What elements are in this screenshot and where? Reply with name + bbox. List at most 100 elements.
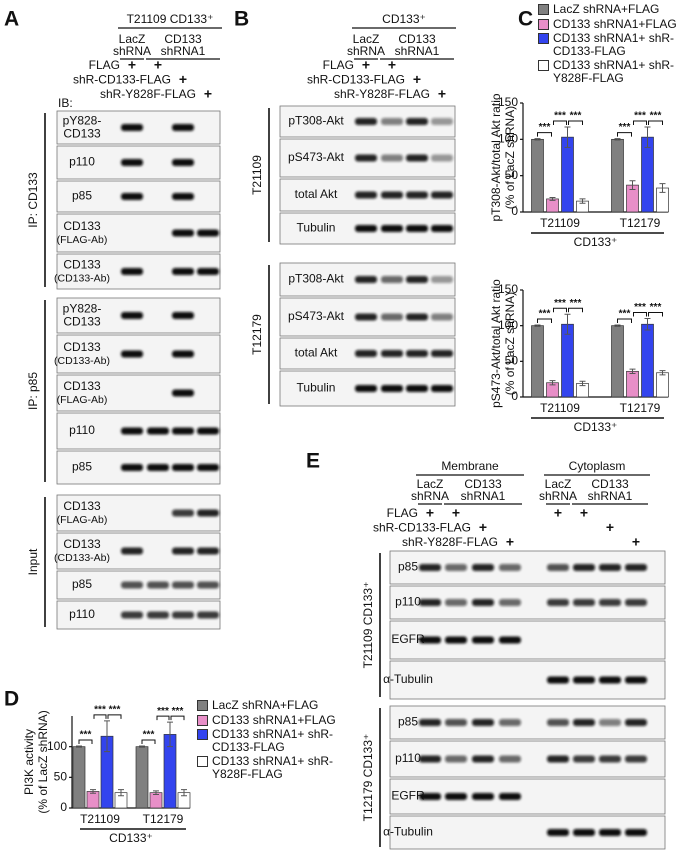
blot-band <box>197 547 219 555</box>
blot-band <box>147 611 169 619</box>
significance-bracket <box>568 120 583 125</box>
blot-label: p110 <box>69 607 95 621</box>
significance-bracket <box>633 312 647 317</box>
error-bar <box>614 138 621 141</box>
significance-label: *** <box>619 122 631 133</box>
condition-mark: + <box>426 505 434 521</box>
legend-label: LacZ shRNA+FLAG <box>553 2 660 16</box>
blot-band <box>406 350 428 357</box>
blot-band <box>381 276 403 283</box>
blot-label: p110 <box>69 155 95 169</box>
blot-label: EGFR <box>391 632 425 646</box>
condition-label: FLAG <box>323 58 354 72</box>
blot-band <box>499 755 521 763</box>
group-label: CD133⁺ <box>109 831 153 845</box>
y-tick-label: 100 <box>498 318 518 332</box>
blot-band <box>121 611 143 619</box>
y-tick-label: 0 <box>60 800 67 814</box>
blot-band <box>431 350 453 357</box>
error-bar <box>153 790 159 796</box>
blot-band <box>445 719 467 726</box>
blot-band <box>431 118 453 125</box>
significance-label: *** <box>94 705 106 716</box>
bar <box>641 323 654 398</box>
group-label: shRNA <box>347 44 385 58</box>
blot-band <box>172 229 194 237</box>
y-tick-label: 100 <box>498 132 518 146</box>
significance-bracket <box>156 715 170 721</box>
blot-label: pS473-Akt <box>288 150 345 164</box>
blot-band <box>419 636 441 644</box>
error-bar <box>90 789 96 794</box>
section-label: T21109 CD133⁺ <box>361 582 375 669</box>
legend-swatch <box>197 729 208 740</box>
bar <box>641 136 654 213</box>
blot-band <box>121 312 143 319</box>
significance-bracket <box>141 739 156 745</box>
bar <box>656 372 669 398</box>
blot-band <box>547 676 569 684</box>
blot-band <box>573 676 595 684</box>
blot-band <box>472 599 494 606</box>
error-bar <box>139 745 145 748</box>
condition-mark: + <box>179 71 187 87</box>
blot-band <box>625 676 647 684</box>
blot-band <box>172 312 194 319</box>
group-label: CD133 <box>591 477 629 491</box>
error-bar <box>629 180 636 190</box>
significance-bracket <box>170 715 185 721</box>
blot-band <box>472 636 494 644</box>
bar <box>561 136 574 213</box>
y-tick-label: 100 <box>47 739 67 753</box>
blot-band <box>172 611 194 619</box>
blot-band <box>381 191 403 199</box>
blot-band <box>599 829 621 836</box>
blot-band <box>197 229 219 237</box>
blot-band <box>445 793 467 800</box>
significance-label: *** <box>634 111 646 122</box>
blot-band <box>419 564 441 571</box>
error-bar <box>118 789 124 797</box>
blot-label: CD133 <box>63 537 101 551</box>
blot-band <box>419 755 441 763</box>
significance-label: *** <box>109 705 121 716</box>
group-label: CD133 <box>464 477 502 491</box>
blot-band <box>197 581 219 589</box>
blot-band <box>355 191 377 199</box>
blot-band <box>355 225 377 232</box>
bar <box>546 198 559 213</box>
blot-label: p110 <box>395 595 421 609</box>
error-bar <box>579 198 586 204</box>
y-tick-label: 50 <box>505 354 519 368</box>
significance-label: *** <box>650 111 662 122</box>
blot-band <box>431 313 453 321</box>
blot-band <box>472 564 494 571</box>
blot-band <box>547 829 569 836</box>
header-label: CD133⁺ <box>382 12 426 26</box>
blot-band <box>625 829 647 836</box>
condition-mark: + <box>606 519 614 535</box>
blot-band <box>172 509 194 517</box>
significance-label: *** <box>634 302 646 313</box>
condition-mark: + <box>632 534 640 550</box>
blot-label-sub: CD133 <box>63 315 101 329</box>
blot-band <box>406 313 428 321</box>
blot-band <box>172 193 194 200</box>
blot-band <box>573 599 595 606</box>
blot-label-sub: (CD133-Ab) <box>54 355 110 367</box>
blot-band <box>445 636 467 644</box>
blot-label: p85 <box>72 460 92 474</box>
blot-band <box>381 385 403 392</box>
blot-band <box>599 676 621 684</box>
blot-band <box>172 581 194 589</box>
significance-label: *** <box>143 730 155 741</box>
bar <box>561 323 574 398</box>
blot-label: Tubulin <box>297 381 336 395</box>
group-label: shRNA <box>411 489 449 503</box>
blot-band <box>121 547 143 555</box>
error-bar <box>549 380 556 386</box>
legend-label: LacZ shRNA+FLAG <box>212 698 319 712</box>
blot-label: pT308-Akt <box>288 114 344 128</box>
blot-label: α-Tubulin <box>383 672 433 686</box>
blot-label: CD133 <box>63 258 101 272</box>
